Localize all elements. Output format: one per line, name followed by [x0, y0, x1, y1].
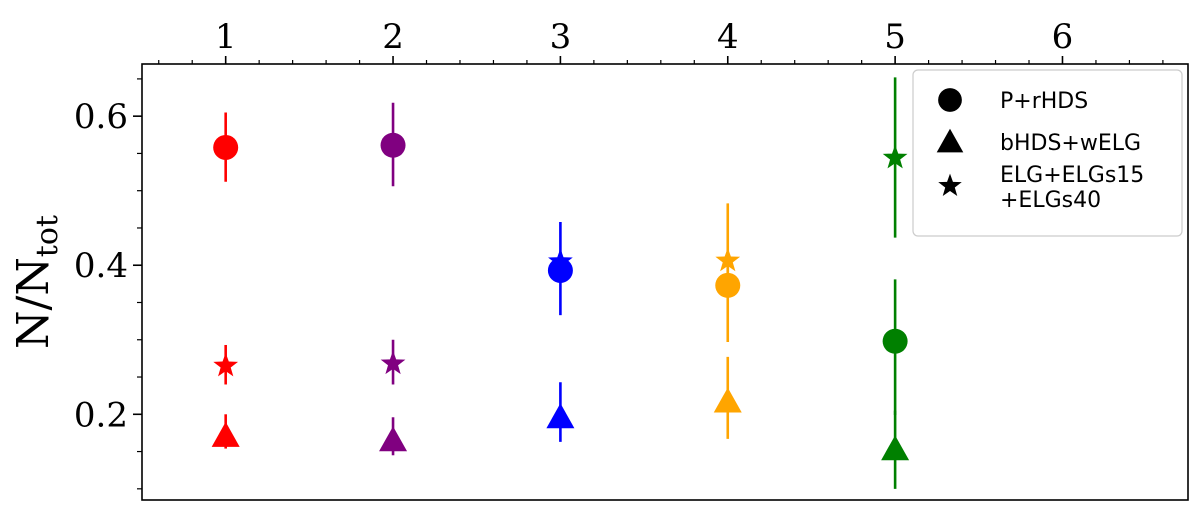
data-point-circle: [882, 328, 908, 354]
x-tick-label: 1: [215, 17, 237, 57]
data-point-circle: [380, 132, 406, 158]
legend-label: P+rHDS: [1000, 89, 1088, 114]
y-tick-label: 0.4: [74, 246, 128, 286]
legend-box: [912, 69, 1183, 237]
y-axis-label-subscript: tot: [30, 215, 65, 257]
legend-marker-circle: [938, 88, 962, 112]
legend-label: ELG+ELGs15: [1000, 163, 1144, 188]
data-point-triangle: [546, 403, 575, 429]
data-point-triangle: [713, 387, 742, 413]
y-tick-label: 0.2: [74, 395, 128, 435]
plot-frame: [141, 63, 1189, 501]
x-tick-label: 6: [1052, 17, 1074, 57]
data-point-star: [213, 352, 239, 377]
y-axis-label-text: N/Ntot: [8, 215, 65, 349]
data-point-star: [380, 350, 406, 375]
data-point-triangle: [211, 421, 240, 447]
data-point-star: [882, 144, 908, 169]
y-axis-label: N/Ntot: [8, 215, 65, 349]
legend-label: bHDS+wELG: [1000, 131, 1141, 156]
x-tick-label: 5: [884, 17, 906, 57]
data-point-star: [715, 247, 741, 272]
y-axis-label-main: N/N: [8, 257, 59, 349]
y-tick-label: 0.6: [74, 97, 128, 137]
legend-marker-triangle: [936, 128, 964, 153]
data-point-circle: [715, 272, 741, 298]
x-tick-label: 3: [550, 17, 572, 57]
x-tick-label: 4: [717, 17, 739, 57]
data-point-triangle: [881, 435, 910, 461]
legend: P+rHDS bHDS+wELG ELG+ELGs15+ELGs40: [912, 69, 1183, 237]
legend-label: +ELGs40: [1000, 188, 1101, 213]
axis-tick-labels: 1 2 3 4 5 6 0.2 0.4 0.6: [74, 17, 1073, 435]
data-points: [211, 77, 910, 489]
data-point-triangle: [379, 426, 408, 452]
data-point-circle: [213, 134, 239, 160]
data-point-circle: [547, 257, 573, 283]
legend-marker-star: [938, 173, 962, 196]
data-point-star: [548, 248, 573, 273]
x-tick-label: 2: [382, 17, 404, 57]
